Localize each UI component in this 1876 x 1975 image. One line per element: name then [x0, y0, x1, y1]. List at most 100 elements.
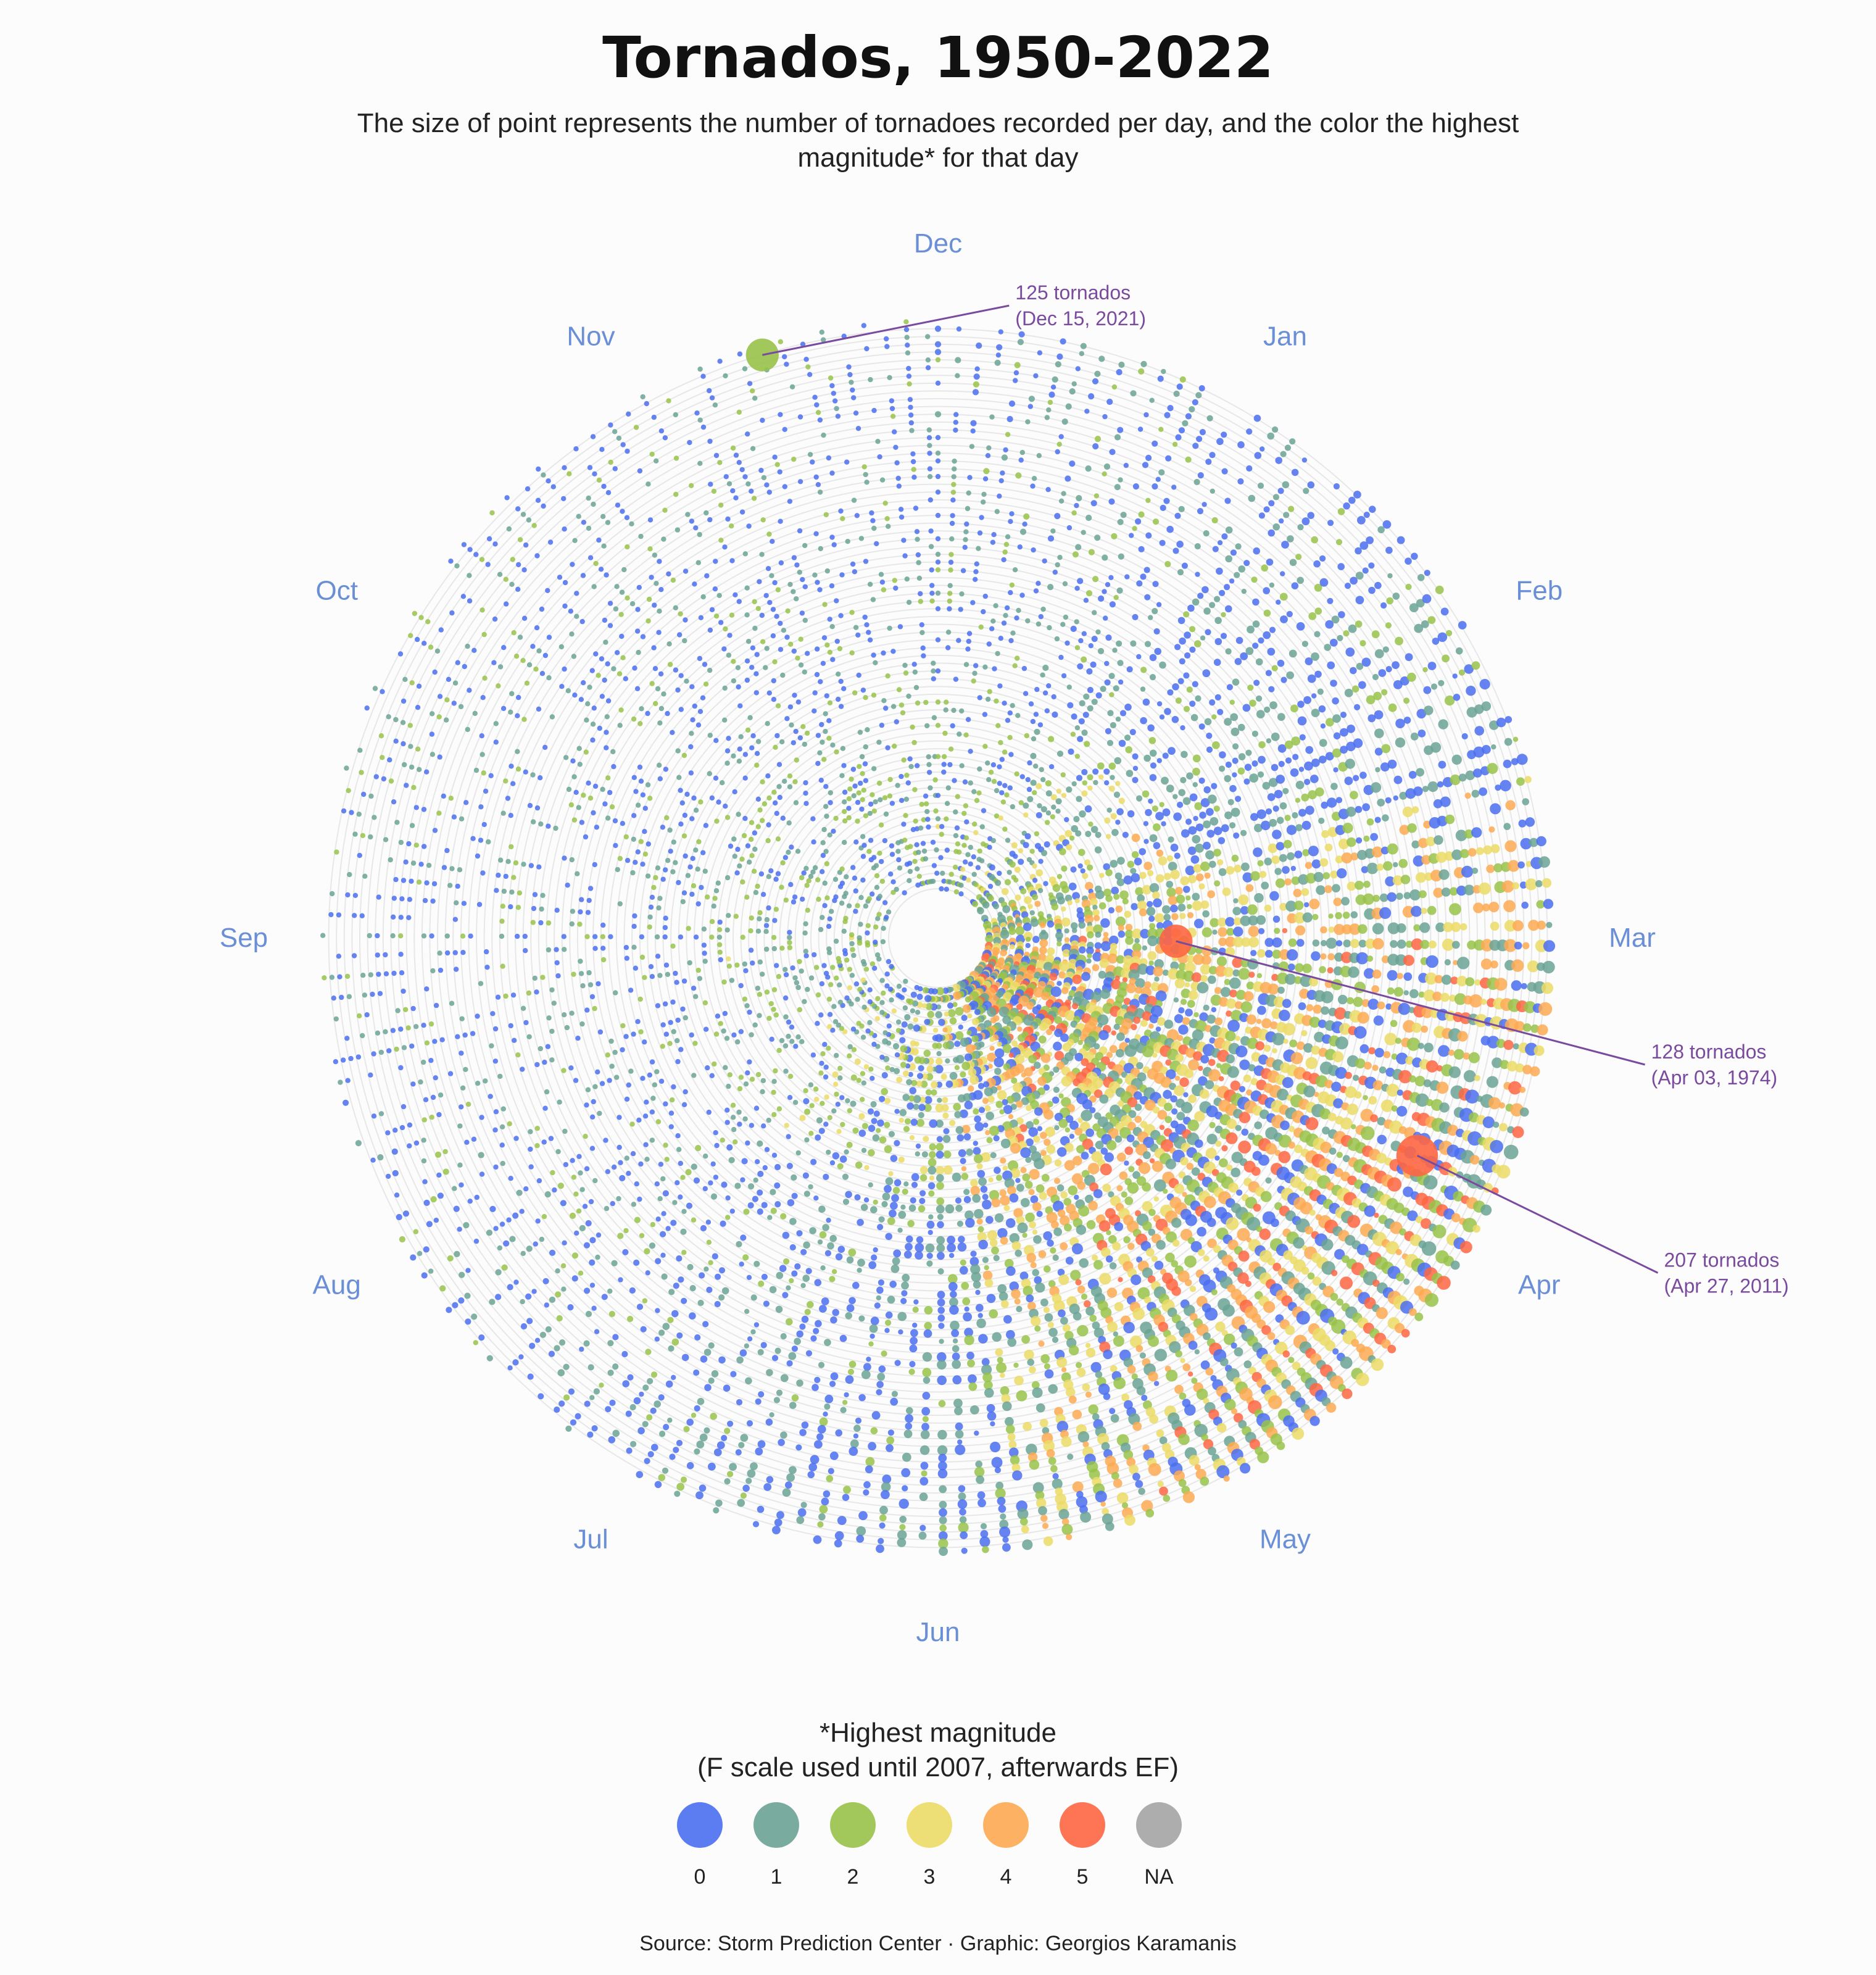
day-point [1247, 684, 1254, 691]
day-point [1279, 1009, 1290, 1021]
day-point [1181, 829, 1190, 838]
day-point [1113, 1335, 1124, 1347]
day-point [847, 967, 853, 972]
day-point [1033, 987, 1044, 998]
day-point [962, 779, 968, 785]
day-point [1084, 859, 1091, 866]
day-point [1095, 1371, 1103, 1378]
day-point [1135, 887, 1143, 896]
day-point [673, 1283, 679, 1289]
day-point [684, 791, 690, 797]
day-point [919, 622, 925, 628]
day-point [1044, 1313, 1053, 1322]
day-point [677, 632, 683, 638]
day-point [1264, 950, 1273, 958]
day-point [978, 1177, 987, 1186]
day-point [898, 1210, 907, 1219]
day-point [589, 1146, 596, 1151]
day-point [1387, 922, 1400, 934]
day-point [787, 940, 792, 946]
day-point [634, 686, 641, 692]
day-point [508, 813, 513, 818]
day-point [763, 1300, 770, 1307]
day-point [692, 1041, 698, 1046]
day-point [1309, 1209, 1316, 1216]
day-point [1023, 691, 1029, 696]
day-point [1004, 1258, 1014, 1268]
day-point [968, 1085, 974, 1092]
day-point [959, 591, 965, 597]
day-point [753, 889, 759, 896]
day-point [1148, 1208, 1156, 1216]
day-point [916, 873, 923, 879]
day-point [1047, 625, 1052, 631]
day-point [965, 1044, 975, 1054]
day-point [1318, 817, 1325, 824]
day-point [657, 776, 663, 782]
day-point [697, 709, 704, 715]
day-point [1327, 1113, 1337, 1121]
day-point [1031, 547, 1036, 553]
day-point [1004, 1178, 1015, 1189]
day-point [1272, 915, 1280, 923]
day-point [1041, 1174, 1050, 1182]
day-point [578, 971, 584, 976]
day-point [858, 1129, 866, 1137]
day-point [802, 930, 808, 936]
day-point [1039, 946, 1047, 955]
day-point [1032, 878, 1038, 883]
day-point [809, 1103, 815, 1108]
year-ring [576, 576, 1300, 1300]
day-point [704, 1349, 712, 1356]
day-point [764, 946, 770, 952]
day-point [1305, 1226, 1314, 1235]
day-point [1029, 1308, 1039, 1319]
day-point [724, 1120, 730, 1125]
day-point [941, 878, 947, 884]
day-point [971, 1035, 979, 1042]
day-point [1059, 961, 1070, 972]
day-point [1212, 929, 1218, 935]
day-point [842, 839, 847, 846]
day-point [1043, 962, 1053, 972]
day-point [890, 704, 897, 709]
day-point [958, 1025, 964, 1030]
day-point [1247, 625, 1255, 634]
day-point [642, 851, 649, 857]
day-point [1193, 864, 1202, 873]
day-point [1309, 899, 1320, 910]
day-point [716, 934, 723, 940]
day-point [555, 1149, 561, 1155]
day-point [849, 610, 855, 615]
day-point [781, 628, 787, 633]
day-point [660, 1231, 666, 1237]
day-point [1077, 736, 1084, 742]
day-point [592, 946, 598, 951]
day-point [1187, 904, 1192, 910]
day-point [743, 1208, 750, 1215]
day-point [1060, 1191, 1068, 1199]
day-point [950, 723, 955, 729]
day-point [1258, 741, 1266, 749]
day-point [773, 744, 778, 750]
day-point [1142, 1046, 1154, 1058]
day-point [870, 792, 875, 797]
day-point [544, 1089, 550, 1095]
day-point [1145, 809, 1152, 817]
day-point [596, 673, 601, 678]
day-point [663, 767, 669, 772]
day-point [637, 996, 643, 1002]
day-point [1368, 1096, 1377, 1105]
day-point [1051, 804, 1056, 810]
day-point [1225, 936, 1236, 947]
day-point [1094, 942, 1102, 950]
day-point [616, 1195, 621, 1202]
day-point [827, 916, 832, 922]
day-point [735, 1039, 741, 1045]
day-point [1125, 929, 1134, 939]
day-point [1065, 894, 1073, 902]
day-point [1119, 890, 1129, 900]
day-point [693, 807, 699, 813]
day-point [1147, 870, 1154, 876]
day-point [1172, 683, 1179, 691]
